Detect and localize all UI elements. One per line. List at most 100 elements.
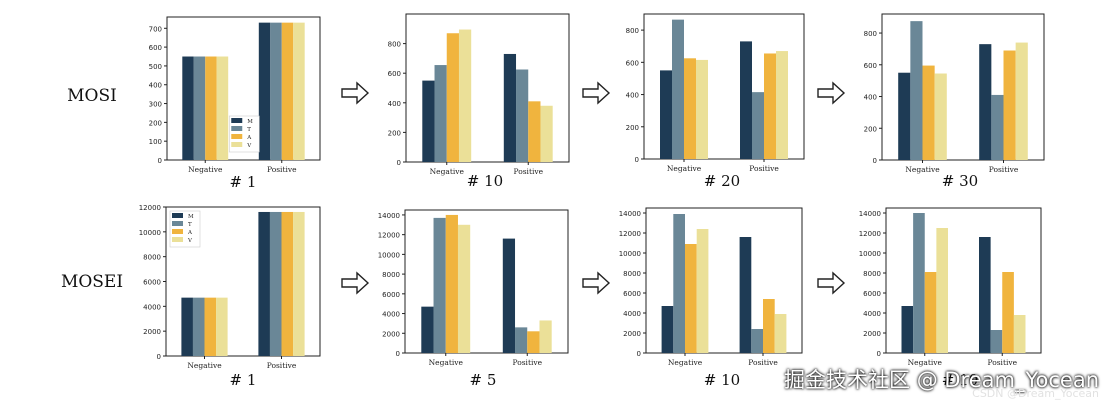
bar-V-negative bbox=[936, 228, 948, 353]
bar-T-positive bbox=[991, 94, 1004, 160]
bar-M-negative bbox=[660, 70, 672, 159]
arrow-icon-4 bbox=[341, 271, 370, 295]
bar-T-negative bbox=[434, 65, 447, 162]
bar-A-positive bbox=[1002, 272, 1014, 353]
x-tick-label: Positive bbox=[512, 358, 542, 367]
y-tick-label: 2000 bbox=[623, 330, 641, 338]
y-tick-label: 200 bbox=[149, 119, 162, 127]
chart-panel-4: 0 200 400 600 800 Negative Positive # 30 bbox=[864, 13, 1045, 190]
y-tick-label: 200 bbox=[864, 125, 877, 133]
panel-title: # 30 bbox=[942, 172, 978, 190]
bar-T-positive bbox=[752, 92, 764, 159]
legend-label-V: V bbox=[246, 143, 252, 149]
bar-T-negative bbox=[910, 21, 923, 161]
chart-panel-2: 0 200 400 600 800 Negative Positive # 10 bbox=[388, 13, 570, 190]
y-tick-label: 8000 bbox=[863, 270, 881, 278]
y-tick-label: 800 bbox=[388, 41, 401, 49]
bar-A-negative bbox=[204, 297, 217, 356]
y-tick-label: 100 bbox=[149, 138, 162, 146]
x-tick-label: Negative bbox=[430, 167, 465, 176]
y-tick-label: 0 bbox=[637, 350, 641, 358]
panel-title: # 1 bbox=[230, 371, 257, 389]
bar-M-positive bbox=[502, 238, 516, 353]
y-tick-label: 600 bbox=[864, 62, 877, 70]
arrows bbox=[341, 81, 846, 295]
bar-V-positive bbox=[774, 314, 787, 353]
legend-swatch-M bbox=[231, 118, 243, 123]
panel-title: # 20 bbox=[704, 172, 740, 190]
x-tick-label: Positive bbox=[267, 361, 297, 370]
bar-M-positive bbox=[258, 211, 270, 356]
x-tick-label: Negative bbox=[668, 358, 703, 367]
y-tick-label: 6000 bbox=[143, 279, 161, 287]
x-tick-label: Negative bbox=[667, 164, 702, 173]
y-tick-label: 0 bbox=[877, 350, 881, 358]
arrow-icon-2 bbox=[582, 81, 611, 105]
watermark-faint: CSDN @Dream_Yocean bbox=[972, 387, 1099, 400]
legend-swatch-A bbox=[172, 229, 183, 234]
legend-label-M: M bbox=[188, 214, 194, 220]
y-tick-label: 12000 bbox=[139, 204, 161, 212]
y-tick-label: 500 bbox=[149, 63, 162, 71]
x-tick-label: Positive bbox=[749, 164, 779, 173]
bar-A-positive bbox=[763, 299, 775, 353]
chart-panel-1: 0 100 200 300 400 500 600 700 Negative Positive # … bbox=[149, 16, 321, 191]
chart-panels: 0 100 200 300 400 500 600 700 Negative Positive # … bbox=[139, 13, 1045, 389]
bar-T-negative bbox=[192, 297, 205, 356]
bar-V-negative bbox=[216, 297, 228, 356]
bar-T-negative bbox=[673, 214, 685, 353]
y-tick-label: 4000 bbox=[623, 310, 641, 318]
bar-M-positive bbox=[739, 237, 752, 353]
row-label-mosi: MOSI bbox=[67, 86, 117, 106]
bar-M-negative bbox=[898, 72, 911, 160]
bar-A-negative bbox=[685, 244, 697, 353]
bar-A-negative bbox=[205, 56, 217, 161]
y-tick-label: 4000 bbox=[143, 303, 161, 311]
y-tick-label: 10000 bbox=[619, 250, 641, 258]
bar-A-positive bbox=[764, 53, 776, 159]
panel-title: # 10 bbox=[467, 172, 503, 190]
bar-V-negative bbox=[458, 29, 472, 163]
y-tick-label: 10000 bbox=[139, 229, 161, 237]
y-tick-label: 2000 bbox=[863, 330, 881, 338]
legend-swatch-A bbox=[231, 134, 243, 139]
bar-A-positive bbox=[1003, 50, 1016, 160]
bar-V-positive bbox=[1013, 315, 1026, 353]
y-tick-label: 8000 bbox=[623, 270, 641, 278]
x-tick-label: Positive bbox=[989, 165, 1019, 174]
y-tick-label: 10000 bbox=[859, 250, 881, 258]
bar-M-positive bbox=[979, 44, 992, 160]
x-tick-label: Negative bbox=[187, 361, 222, 370]
legend-label-V: V bbox=[187, 238, 193, 244]
y-tick-label: 0 bbox=[157, 353, 161, 361]
panel-title: # 10 bbox=[704, 371, 740, 389]
bar-T-negative bbox=[672, 19, 684, 160]
y-tick-label: 600 bbox=[626, 59, 639, 67]
y-tick-label: 400 bbox=[864, 94, 877, 102]
bar-A-negative bbox=[446, 33, 459, 162]
bar-M-negative bbox=[181, 297, 193, 356]
y-tick-label: 4000 bbox=[382, 311, 400, 319]
bar-M-positive bbox=[258, 22, 271, 160]
chart-panel-5: 0 2000 4000 6000 8000 10000 12000 Negative Posit… bbox=[139, 204, 321, 389]
bar-V-positive bbox=[293, 22, 305, 160]
bar-T-positive bbox=[270, 22, 282, 160]
x-tick-label: Positive bbox=[513, 167, 543, 176]
bar-T-positive bbox=[515, 327, 528, 353]
y-tick-label: 10000 bbox=[378, 251, 400, 259]
legend-swatch-T bbox=[172, 221, 183, 226]
bar-V-positive bbox=[776, 51, 788, 159]
bar-V-positive bbox=[539, 320, 552, 353]
bar-M-negative bbox=[422, 80, 435, 162]
y-tick-label: 600 bbox=[149, 44, 162, 52]
bar-A-negative bbox=[445, 214, 458, 353]
x-tick-label: Negative bbox=[905, 165, 940, 174]
bar-V-negative bbox=[934, 73, 947, 160]
y-tick-label: 0 bbox=[873, 157, 877, 165]
bar-V-negative bbox=[457, 224, 471, 353]
x-tick-label: Positive bbox=[267, 165, 297, 174]
x-tick-label: Positive bbox=[748, 358, 778, 367]
y-tick-label: 12000 bbox=[619, 230, 641, 238]
bar-M-positive bbox=[740, 41, 752, 160]
y-tick-label: 0 bbox=[396, 350, 400, 358]
